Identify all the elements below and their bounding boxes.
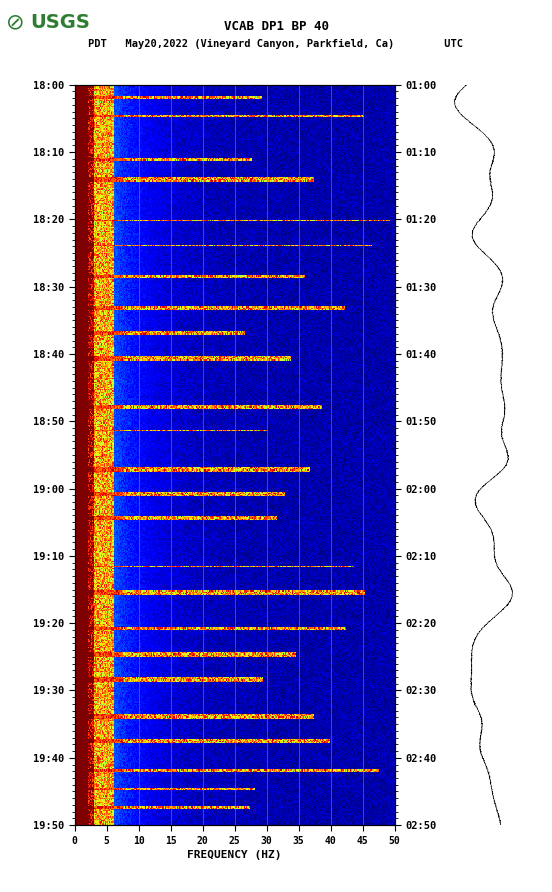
Text: USGS: USGS <box>30 12 90 32</box>
X-axis label: FREQUENCY (HZ): FREQUENCY (HZ) <box>187 850 282 860</box>
Text: ⊘: ⊘ <box>6 12 24 32</box>
Text: PDT   May20,2022 (Vineyard Canyon, Parkfield, Ca)        UTC: PDT May20,2022 (Vineyard Canyon, Parkfie… <box>88 39 464 49</box>
Text: VCAB DP1 BP 40: VCAB DP1 BP 40 <box>224 20 328 33</box>
